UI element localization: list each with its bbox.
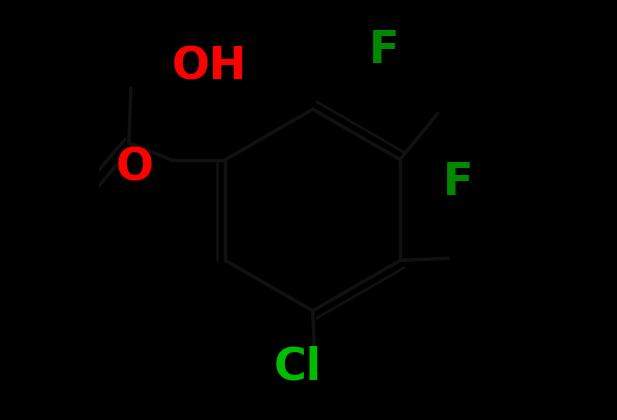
Text: Cl: Cl <box>274 346 322 389</box>
Text: F: F <box>369 29 399 72</box>
Text: OH: OH <box>172 46 247 89</box>
Text: O: O <box>115 147 153 189</box>
Text: F: F <box>442 161 473 204</box>
